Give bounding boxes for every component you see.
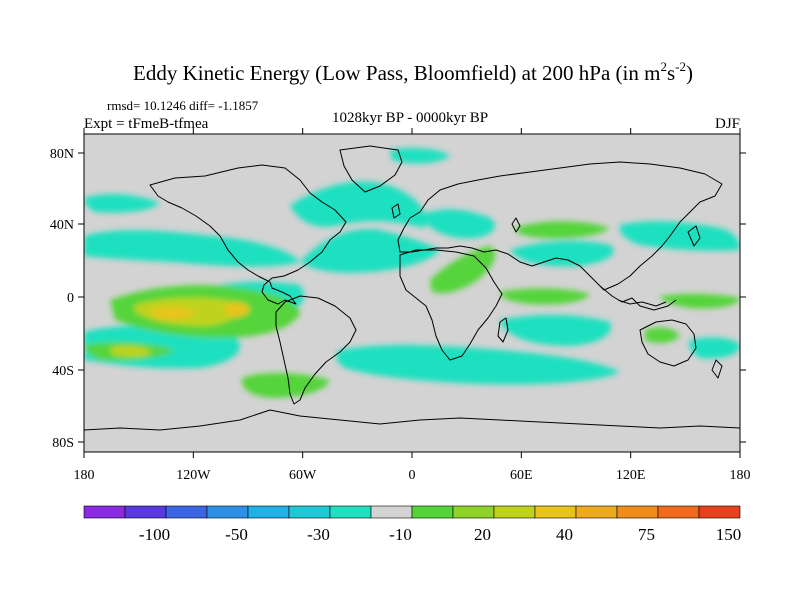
colorbar-swatch — [534, 505, 577, 519]
colorbar-label: 20 — [474, 525, 491, 544]
colorbar-swatch — [124, 505, 167, 519]
period-label: 1028kyr BP - 0000kyr BP — [332, 110, 488, 126]
colorbar-swatch — [165, 505, 208, 519]
coastline-australia — [639, 319, 697, 367]
lat-tick-label: 80N — [50, 147, 74, 162]
coastline-new-zealand — [711, 359, 723, 379]
coastline-japan — [687, 225, 701, 247]
patch-australia-east-cyan — [689, 337, 740, 359]
coastline-africa — [399, 249, 503, 361]
colorbar-label: 75 — [638, 525, 655, 544]
lon-tick-label: 0 — [409, 468, 416, 483]
colorbar-label: -50 — [225, 525, 248, 544]
patch-north-atlantic-cyan — [290, 181, 427, 228]
latitude-axis: 80N 40N 0 40S 80S — [50, 147, 746, 451]
patch-westerly-band-cyan — [300, 229, 440, 273]
coastline-north-america — [149, 164, 347, 305]
longitude-axis: 180 120W 60W 0 60E 120E 180 — [74, 128, 751, 483]
patch-west-pacific-green — [660, 293, 740, 309]
patch-arctic-cyan — [390, 148, 450, 164]
colorbar-swatch — [329, 505, 372, 519]
lat-tick-label: 0 — [67, 291, 74, 306]
coastline-uk — [391, 203, 401, 219]
colorbar: -100 -50 -30 -10 20 40 75 150 — [83, 505, 742, 544]
patch-southern-band-cyan — [336, 345, 620, 385]
figure-title: Eddy Kinetic Energy (Low Pass, Bloomfiel… — [133, 59, 693, 85]
colorbar-label: 150 — [716, 525, 742, 544]
colorbar-label: -10 — [389, 525, 412, 544]
colorbar-swatch — [247, 505, 290, 519]
colorbar-label: -30 — [307, 525, 330, 544]
patch-europe-cyan — [420, 209, 495, 239]
colorbar-swatch — [575, 505, 618, 519]
experiment-label: Expt = tFmeB-tfmea — [84, 116, 209, 132]
patch-north-pacific-cyan — [84, 230, 300, 267]
patch-indian-green — [500, 288, 590, 305]
colorbar-swatch — [452, 505, 495, 519]
patch-east-asia-cyan — [619, 221, 740, 251]
patch-peru-yellow — [225, 302, 250, 318]
lat-tick-label: 40N — [50, 218, 74, 233]
patch-central-asia-cyan — [510, 240, 614, 267]
coastline-antarctica — [84, 409, 740, 431]
colorbar-swatch — [370, 505, 413, 519]
patch-asia-green — [515, 221, 610, 239]
coastline-greenland — [339, 145, 403, 193]
colorbar-swatch — [616, 505, 659, 519]
colorbar-swatch — [657, 505, 700, 519]
lon-tick-label: 60W — [289, 468, 317, 483]
colorbar-swatch — [206, 505, 249, 519]
colorbar-label: -100 — [139, 525, 170, 544]
coastline-south-america — [275, 295, 357, 405]
patch-australia-green — [645, 327, 680, 344]
coastline-southeast-asia — [599, 285, 677, 311]
lat-tick-label: 80S — [52, 436, 74, 451]
stats-label: rmsd= 10.1246 diff= -1.1857 — [107, 98, 259, 113]
coastline-caspian — [511, 217, 521, 233]
colorbar-swatch — [411, 505, 454, 519]
coastlines — [84, 145, 740, 431]
coastline-madagascar — [497, 317, 509, 343]
lon-tick-label: 120E — [616, 468, 646, 483]
map-field — [84, 134, 740, 452]
lat-tick-label: 40S — [52, 364, 74, 379]
lon-tick-label: 180 — [74, 468, 95, 483]
lon-tick-label: 60E — [510, 468, 533, 483]
lon-tick-label: 180 — [730, 468, 751, 483]
colorbar-swatch — [83, 505, 126, 519]
patch-east-pacific-yellow — [150, 306, 195, 320]
coastline-indonesia — [617, 299, 667, 307]
lon-tick-label: 120W — [176, 468, 211, 483]
colorbar-swatch — [288, 505, 331, 519]
patch-north-africa-green — [430, 246, 496, 294]
colorbar-label: 40 — [556, 525, 573, 544]
coastline-eurasia — [397, 161, 723, 291]
season-label: DJF — [715, 116, 740, 132]
patch-south-pacific-yellowgreen — [110, 345, 152, 357]
patch-alaska-cyan — [84, 193, 160, 213]
colorbar-swatch — [698, 505, 741, 519]
patch-south-america-green — [241, 372, 330, 398]
patch-indian-ocean-cyan — [500, 314, 611, 346]
colorbar-swatch — [493, 505, 536, 519]
